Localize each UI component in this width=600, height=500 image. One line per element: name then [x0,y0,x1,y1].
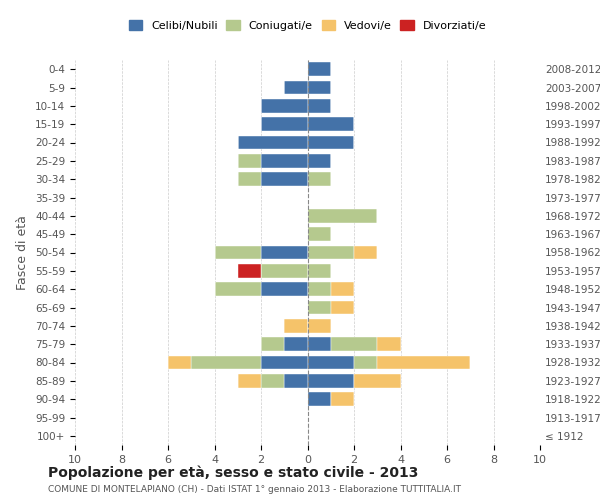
Bar [308,99,331,112]
Bar [308,282,331,296]
Bar [308,264,331,278]
Bar [331,338,377,351]
Bar [261,154,308,168]
Bar [308,136,354,149]
Bar [191,356,261,370]
Bar [308,62,331,76]
Bar [284,374,308,388]
Bar [308,172,331,186]
Bar [238,136,308,149]
Bar [261,246,308,260]
Bar [308,300,331,314]
Text: COMUNE DI MONTELAPIANO (CH) - Dati ISTAT 1° gennaio 2013 - Elaborazione TUTTITAL: COMUNE DI MONTELAPIANO (CH) - Dati ISTAT… [48,485,461,494]
Bar [354,356,377,370]
Legend: Celibi/Nubili, Coniugati/e, Vedovi/e, Divorziati/e: Celibi/Nubili, Coniugati/e, Vedovi/e, Di… [124,16,491,35]
Bar [261,99,308,112]
Bar [284,338,308,351]
Bar [331,282,354,296]
Bar [308,338,331,351]
Bar [261,356,308,370]
Bar [331,300,354,314]
Bar [284,80,308,94]
Bar [308,80,331,94]
Bar [215,282,261,296]
Bar [308,356,354,370]
Bar [261,338,284,351]
Bar [238,154,261,168]
Bar [308,209,377,222]
Bar [308,246,354,260]
Bar [238,264,261,278]
Bar [377,356,470,370]
Bar [284,319,308,332]
Text: Popolazione per età, sesso e stato civile - 2013: Popolazione per età, sesso e stato civil… [48,465,418,479]
Bar [308,228,331,241]
Bar [261,264,308,278]
Bar [308,319,331,332]
Bar [261,282,308,296]
Bar [308,118,354,131]
Bar [354,246,377,260]
Bar [238,374,261,388]
Bar [238,172,261,186]
Bar [261,172,308,186]
Bar [308,374,354,388]
Bar [215,246,261,260]
Bar [354,374,401,388]
Bar [308,392,331,406]
Y-axis label: Fasce di età: Fasce di età [16,215,29,290]
Bar [377,338,401,351]
Bar [261,118,308,131]
Bar [261,374,284,388]
Bar [308,154,331,168]
Bar [331,392,354,406]
Bar [168,356,191,370]
